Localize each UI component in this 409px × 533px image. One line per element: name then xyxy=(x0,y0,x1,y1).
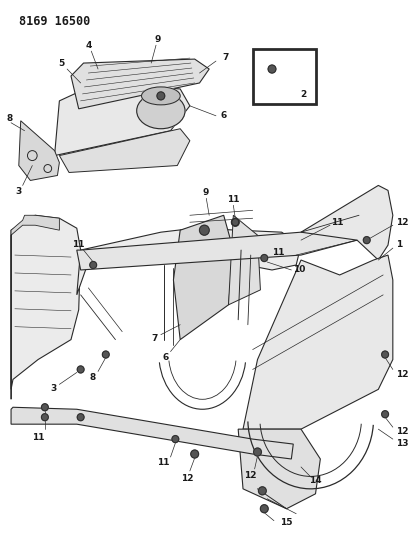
Polygon shape xyxy=(243,255,392,429)
Polygon shape xyxy=(71,59,209,109)
Polygon shape xyxy=(11,407,292,459)
Text: 9: 9 xyxy=(202,188,208,197)
Text: 5: 5 xyxy=(58,59,64,68)
Circle shape xyxy=(157,92,164,100)
Text: 8: 8 xyxy=(6,114,12,123)
Polygon shape xyxy=(11,215,81,389)
Circle shape xyxy=(381,411,388,418)
Circle shape xyxy=(258,487,265,495)
Text: 12: 12 xyxy=(395,426,407,435)
Text: 6: 6 xyxy=(162,353,169,362)
Polygon shape xyxy=(11,215,59,399)
Polygon shape xyxy=(54,83,189,156)
Text: 11: 11 xyxy=(72,240,85,248)
Circle shape xyxy=(41,414,48,421)
Circle shape xyxy=(199,225,209,235)
Text: 8: 8 xyxy=(89,373,95,382)
Polygon shape xyxy=(300,185,392,260)
Text: 4: 4 xyxy=(85,41,91,50)
Circle shape xyxy=(77,366,84,373)
Text: 1: 1 xyxy=(395,240,401,248)
Circle shape xyxy=(267,65,275,73)
Text: 12: 12 xyxy=(244,471,256,480)
Polygon shape xyxy=(238,429,319,508)
Circle shape xyxy=(90,262,97,269)
Text: 6: 6 xyxy=(220,111,226,120)
Ellipse shape xyxy=(141,87,180,105)
Text: 15: 15 xyxy=(280,518,292,527)
Circle shape xyxy=(253,448,261,456)
Bar xyxy=(252,49,315,104)
Circle shape xyxy=(102,351,109,358)
Polygon shape xyxy=(173,215,233,340)
Polygon shape xyxy=(228,215,260,305)
Text: 2: 2 xyxy=(299,91,306,99)
Text: 11: 11 xyxy=(227,195,239,204)
Text: 12: 12 xyxy=(180,474,193,483)
Text: 12: 12 xyxy=(395,370,407,379)
Text: 11: 11 xyxy=(157,458,170,467)
Ellipse shape xyxy=(136,93,184,129)
Text: 11: 11 xyxy=(331,218,343,227)
Text: 10: 10 xyxy=(292,265,305,274)
Text: 7: 7 xyxy=(222,53,228,62)
Circle shape xyxy=(171,435,178,442)
Text: 11: 11 xyxy=(271,247,284,256)
Circle shape xyxy=(362,237,369,244)
Circle shape xyxy=(381,351,388,358)
Text: 11: 11 xyxy=(32,433,44,442)
Circle shape xyxy=(77,414,84,421)
Circle shape xyxy=(260,505,267,513)
Circle shape xyxy=(41,404,48,411)
Text: 13: 13 xyxy=(395,439,407,448)
Circle shape xyxy=(231,218,238,226)
Circle shape xyxy=(231,219,238,225)
Polygon shape xyxy=(76,228,300,295)
Circle shape xyxy=(260,255,267,262)
Text: 12: 12 xyxy=(395,218,407,227)
Polygon shape xyxy=(59,129,189,173)
Text: 3: 3 xyxy=(50,384,56,393)
Text: 14: 14 xyxy=(308,477,321,486)
Text: 9: 9 xyxy=(155,35,161,44)
Polygon shape xyxy=(76,215,363,270)
Text: 7: 7 xyxy=(151,334,157,343)
Polygon shape xyxy=(19,121,59,181)
Text: 3: 3 xyxy=(16,187,22,196)
Text: 8169 16500: 8169 16500 xyxy=(19,15,90,28)
Circle shape xyxy=(190,450,198,458)
